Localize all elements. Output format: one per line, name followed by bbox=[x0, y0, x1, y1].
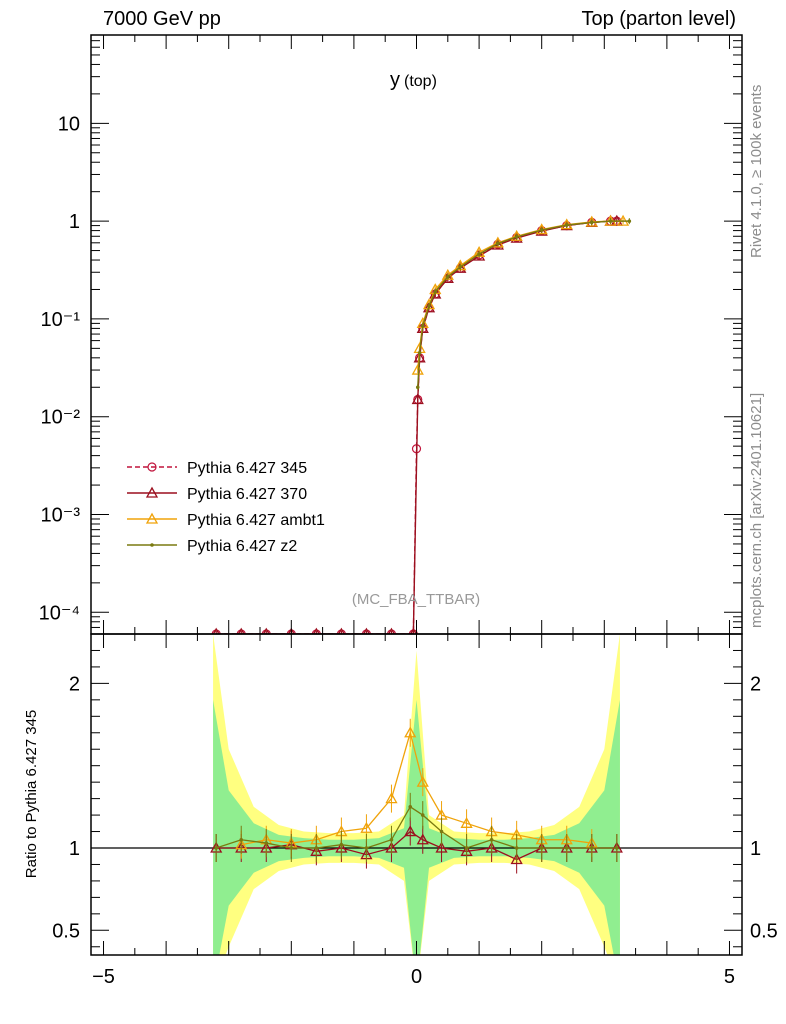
ratio-marker bbox=[360, 821, 373, 833]
series-marker bbox=[585, 215, 598, 227]
ratio-marker bbox=[289, 846, 294, 850]
x-tick-label: −5 bbox=[92, 966, 115, 988]
ratio-marker bbox=[364, 846, 369, 850]
series-marker bbox=[415, 385, 420, 390]
series-marker bbox=[445, 274, 450, 279]
series-marker bbox=[514, 235, 519, 239]
ratio-marker bbox=[615, 846, 619, 850]
ratio-marker bbox=[464, 846, 469, 850]
ratio-marker bbox=[239, 837, 244, 842]
top-series-group bbox=[211, 214, 632, 634]
series-marker bbox=[627, 219, 632, 223]
ratio-marker bbox=[404, 825, 417, 837]
series-marker bbox=[411, 363, 424, 375]
ratio-series-line bbox=[215, 805, 617, 849]
y-tick-label-ratio-right: 0.5 bbox=[750, 920, 778, 942]
series-marker bbox=[477, 252, 481, 256]
inner-uncertainty-band bbox=[213, 699, 620, 955]
y-tick-label-top: 10⁻³ bbox=[41, 505, 81, 527]
ratio-uncertainty-bands bbox=[91, 634, 742, 955]
ratio-marker bbox=[539, 846, 544, 850]
legend: Pythia 6.427 345 Pythia 6.427 370 Pythia 6… bbox=[127, 460, 325, 555]
ratio-marker bbox=[510, 853, 523, 865]
plot-title: y bbox=[390, 69, 400, 91]
ratio-marker bbox=[460, 816, 473, 828]
ratio-marker bbox=[385, 792, 398, 804]
series-marker bbox=[420, 324, 425, 328]
legend-label: Pythia 6.427 370 bbox=[187, 486, 307, 503]
y-tick-label-ratio: 0.5 bbox=[52, 920, 80, 942]
x-tick-label: 0 bbox=[411, 966, 422, 988]
ratio-marker bbox=[589, 846, 594, 850]
series-marker bbox=[496, 241, 500, 246]
ratio-marker bbox=[404, 726, 417, 738]
x-tick-label: 5 bbox=[724, 966, 735, 988]
axes-group bbox=[90, 34, 743, 956]
ratio-marker bbox=[339, 842, 344, 847]
y-tick-label-top: 10⁻⁴ bbox=[39, 602, 80, 624]
series-marker bbox=[417, 351, 422, 355]
ratio-marker bbox=[389, 837, 394, 842]
series-marker bbox=[539, 228, 544, 232]
ratio-marker bbox=[420, 813, 425, 817]
ratio-marker bbox=[439, 829, 444, 834]
y-tick-label-top: 1 bbox=[69, 211, 80, 233]
y-tick-label-ratio-right: 2 bbox=[750, 673, 761, 695]
legend-label: Pythia 6.427 z2 bbox=[187, 538, 297, 555]
legend-label: Pythia 6.427 345 bbox=[187, 460, 307, 477]
ratio-marker bbox=[264, 841, 269, 845]
ratio-marker bbox=[416, 833, 429, 845]
series-line bbox=[216, 220, 617, 634]
legend-marker bbox=[145, 486, 159, 498]
ratio-series-line bbox=[241, 730, 592, 846]
ratio-marker bbox=[416, 775, 429, 787]
ratio-marker bbox=[408, 805, 413, 809]
series-marker bbox=[433, 289, 438, 294]
series-marker bbox=[564, 223, 569, 227]
legend-marker bbox=[145, 512, 159, 524]
y-tick-label-ratio: 1 bbox=[69, 838, 80, 860]
ratio-marker bbox=[435, 841, 448, 853]
legend-label: Pythia 6.427 ambt1 bbox=[187, 512, 325, 529]
series-marker bbox=[422, 301, 436, 313]
ratio-series-group bbox=[210, 718, 623, 874]
ratio-marker bbox=[314, 846, 319, 850]
plot-title-sub: (top) bbox=[404, 73, 437, 90]
series-marker bbox=[411, 393, 424, 405]
y-tick-label-top: 10⁻¹ bbox=[41, 309, 81, 331]
series-marker bbox=[589, 220, 594, 225]
ratio-marker bbox=[489, 837, 494, 842]
y-tick-label-top: 10 bbox=[58, 113, 80, 135]
y-tick-label-top: 10⁻² bbox=[41, 407, 81, 429]
series-line bbox=[417, 220, 630, 388]
series-marker bbox=[608, 219, 613, 223]
header-right-label: Top (parton level) bbox=[581, 8, 736, 30]
series-marker bbox=[458, 265, 463, 269]
labels-group: −5 0 5 10⁻⁴ 10⁻³ 10⁻² 10⁻¹ 1 10 0.5 0.5 1 1 2 2 Ratio t… bbox=[23, 69, 778, 988]
y-tick-label-ratio-right: 1 bbox=[750, 838, 761, 860]
ratio-ylabel: Ratio to Pythia 6.427 345 bbox=[23, 710, 40, 878]
series-marker bbox=[427, 304, 431, 308]
series-line bbox=[417, 220, 624, 371]
legend-marker bbox=[150, 543, 154, 547]
ratio-marker bbox=[564, 846, 569, 850]
watermark-label: (MC_FBA_TTBAR) bbox=[352, 591, 480, 608]
legend-marker bbox=[147, 462, 157, 472]
ratio-marker bbox=[514, 846, 519, 850]
header-left-label: 7000 GeV pp bbox=[103, 8, 221, 30]
y-tick-label-ratio: 2 bbox=[69, 673, 80, 695]
ratio-marker bbox=[214, 846, 218, 850]
